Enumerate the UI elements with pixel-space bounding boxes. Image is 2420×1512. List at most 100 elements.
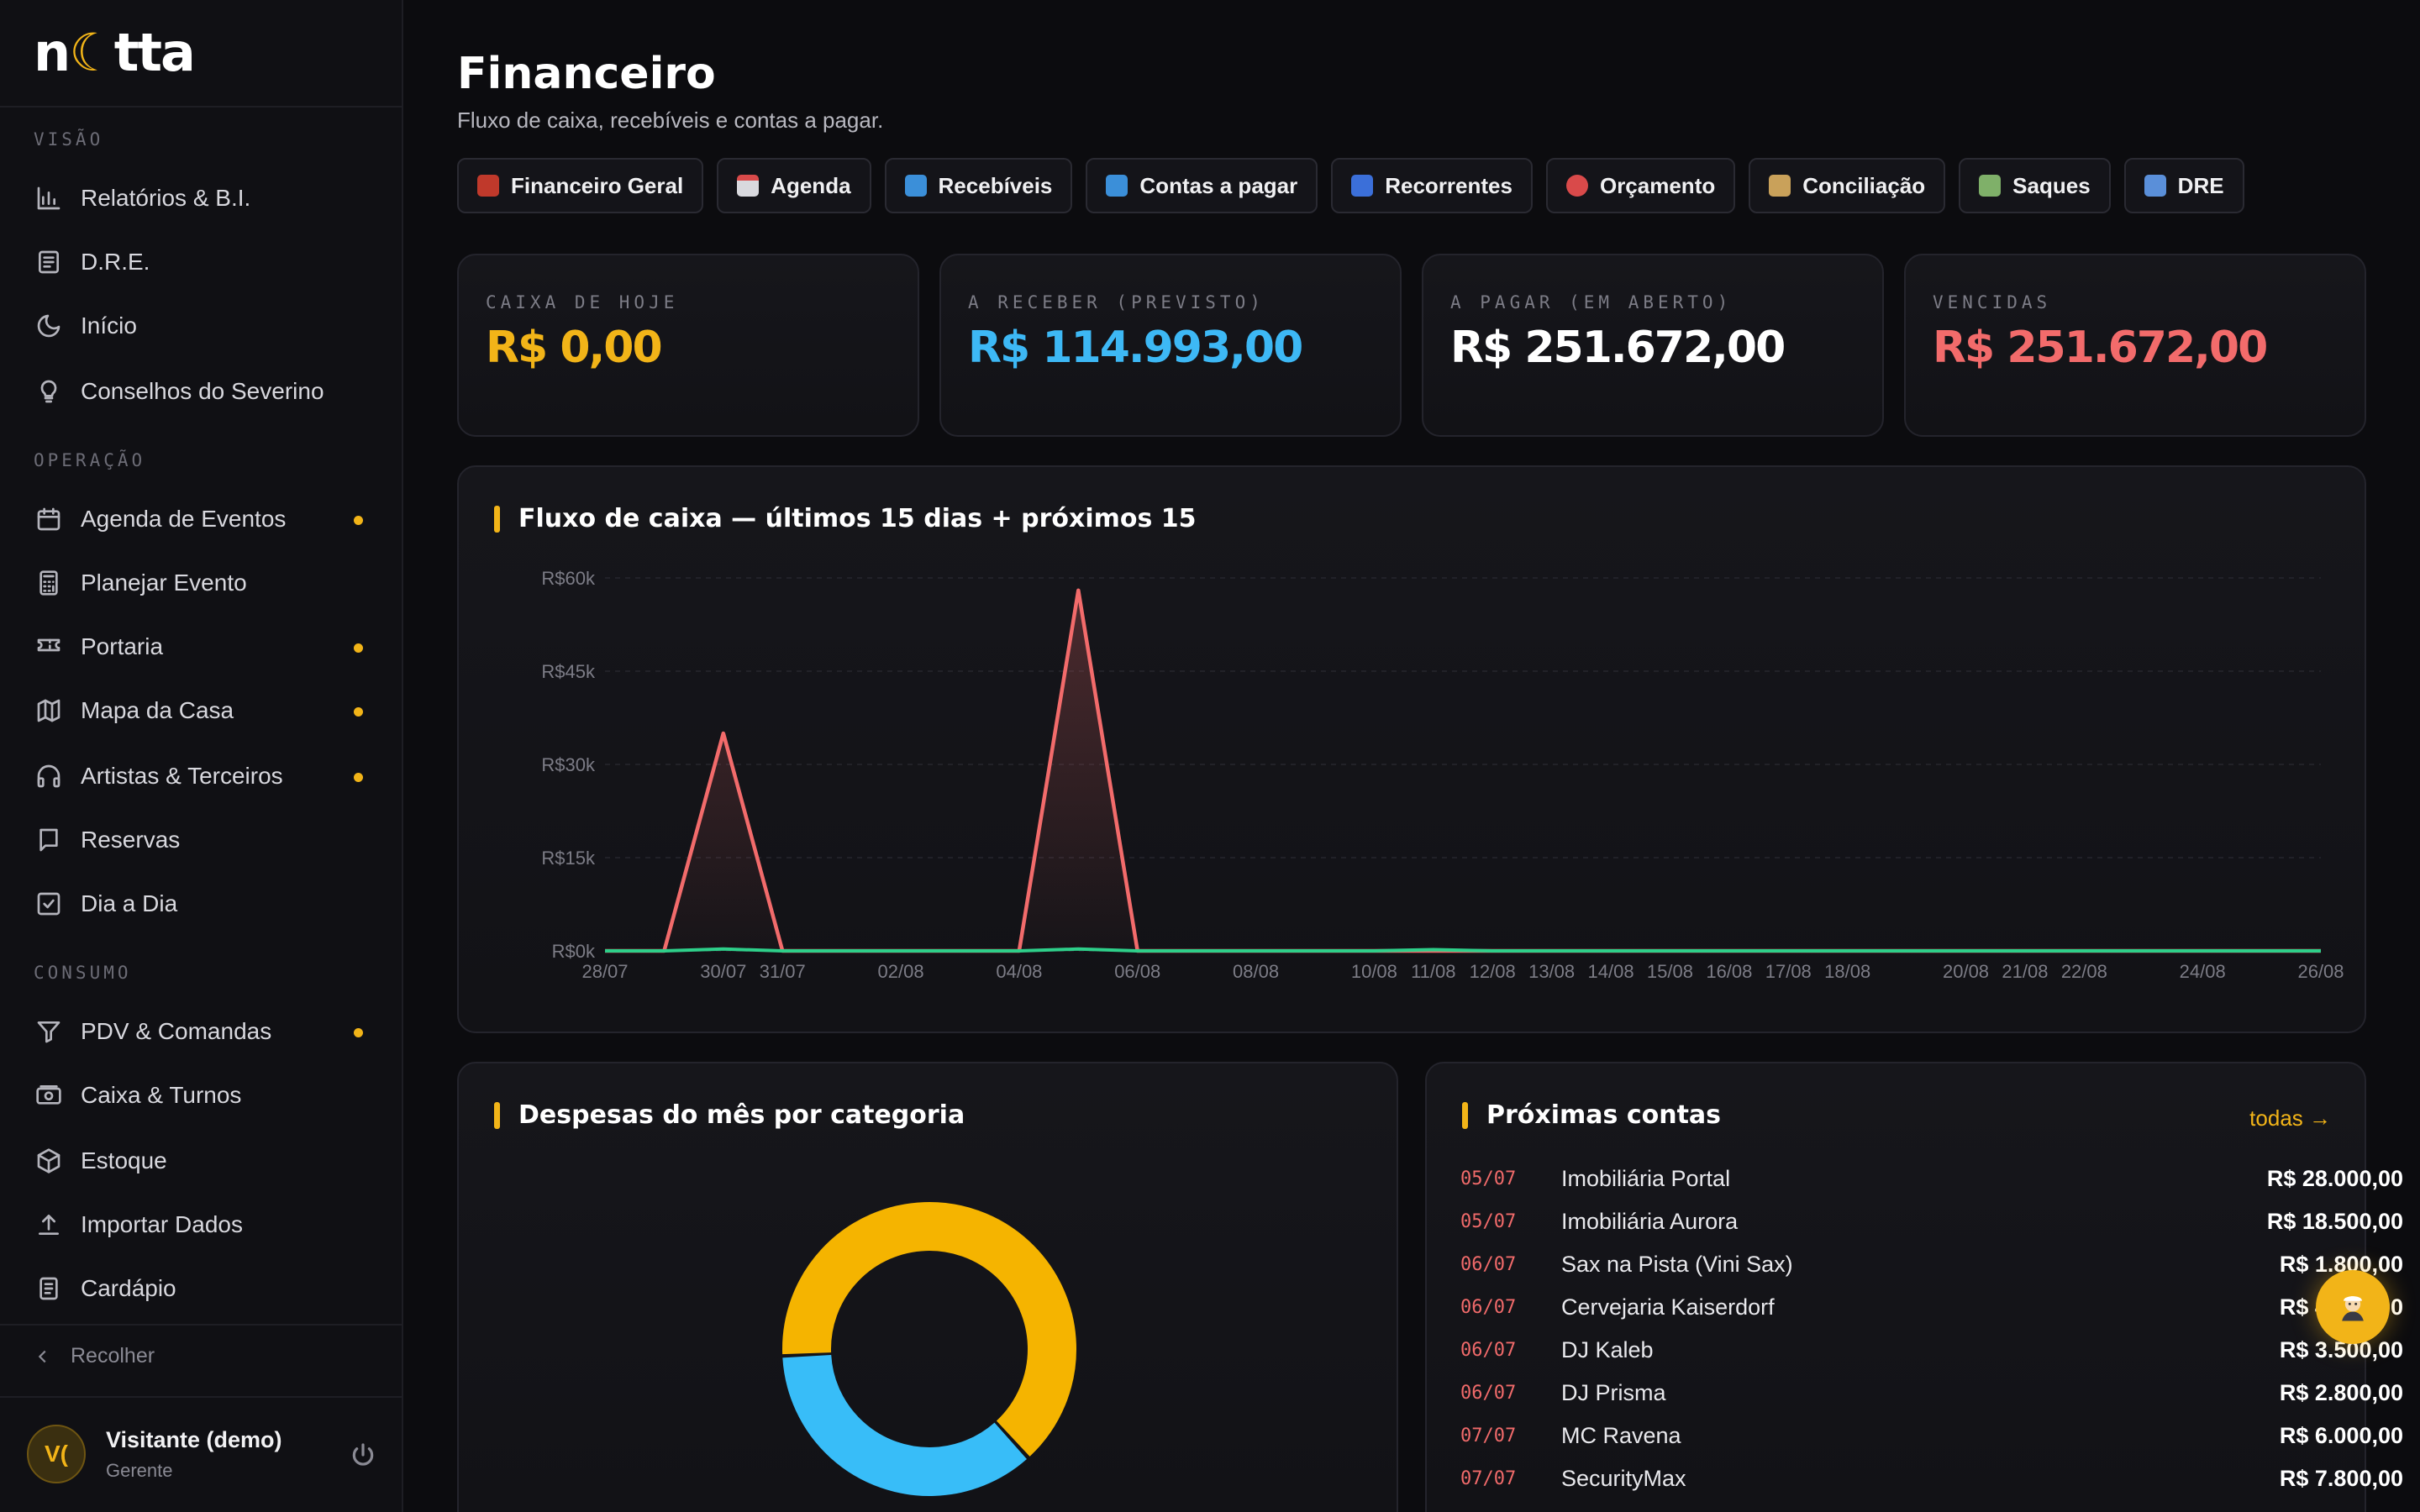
notification-dot (354, 773, 363, 782)
notification-dot (354, 643, 363, 653)
x-tick-label: 30/07 (700, 961, 746, 982)
tab-contas-a-pagar[interactable]: Contas a pagar (1086, 158, 1318, 213)
logout-button[interactable] (350, 1441, 376, 1468)
see-all-bills-link[interactable]: todas → (2249, 1105, 2331, 1131)
tab-orcamento[interactable]: Orçamento (1545, 158, 1736, 213)
sidebar-item-label: Relatórios & B.I. (81, 185, 251, 211)
bill-name: Cervejaria Kaiserdorf (1561, 1294, 1775, 1320)
sidebar-item-label: D.R.E. (81, 249, 150, 275)
sidebar-item-label: Planejar Evento (81, 570, 247, 596)
x-tick-label: 20/08 (1943, 961, 1989, 982)
target-icon (1565, 175, 1588, 197)
x-tick-label: 26/08 (2297, 961, 2344, 982)
x-tick-label: 08/08 (1233, 961, 1279, 982)
series-area (605, 590, 2321, 951)
sidebar-item-agenda-eventos[interactable]: Agenda de Eventos (34, 494, 370, 544)
sidebar: n☾tta VISÃO Relatórios & B.I. D.R.E. Iní… (0, 0, 403, 1512)
x-tick-label: 21/08 (2002, 961, 2048, 982)
sidebar-item-inicio[interactable]: Início (34, 301, 370, 351)
nav-section-operacao: OPERAÇÃO (34, 450, 146, 470)
bill-row[interactable]: 05/07 Imobiliária Aurora R$ 18.500,00 (1460, 1200, 2403, 1243)
kpi-value: R$ 251.672,00 (1450, 323, 1786, 373)
map-icon (34, 696, 64, 726)
bill-name: MC Ravena (1561, 1423, 1681, 1448)
tab-financeiro-geral[interactable]: Financeiro Geral (457, 158, 704, 213)
cash-icon (34, 1080, 64, 1110)
tab-dre[interactable]: DRE (2123, 158, 2244, 213)
sidebar-item-label: Artistas & Terceiros (81, 763, 283, 789)
bill-value: R$ 28.000,00 (2266, 1166, 2403, 1191)
ticket-icon (34, 632, 64, 662)
expenses-donut-chart[interactable] (459, 1063, 1397, 1512)
app-logo[interactable]: n☾tta (34, 22, 196, 83)
cashflow-chart[interactable]: R$0k R$15k R$30k R$45k R$60k 28/07 30/07 31/07 0… (459, 467, 2365, 1032)
y-tick-label: R$45k (541, 661, 596, 682)
bill-row[interactable]: 07/07 SecurityMax R$ 7.800,00 (1460, 1457, 2403, 1500)
x-tick-label: 17/08 (1765, 961, 1812, 982)
finance-tabs: Financeiro Geral Agenda Recebíveis Conta… (457, 158, 2244, 213)
collapse-sidebar-button[interactable]: Recolher (34, 1344, 155, 1368)
tab-recorrentes[interactable]: Recorrentes (1331, 158, 1533, 213)
bill-name: DJ Prisma (1561, 1380, 1666, 1405)
tab-agenda[interactable]: Agenda (717, 158, 871, 213)
sidebar-item-importar[interactable]: Importar Dados (34, 1200, 370, 1250)
bill-row[interactable]: 07/07 MC Ravena R$ 6.000,00 (1460, 1415, 2403, 1457)
nav-section-consumo: CONSUMO (34, 963, 132, 983)
assistant-button[interactable] (2316, 1270, 2390, 1344)
sidebar-item-dia-a-dia[interactable]: Dia a Dia (34, 879, 370, 929)
x-tick-label: 06/08 (1114, 961, 1160, 982)
lightbulb-icon (34, 376, 64, 407)
cashflow-card: Fluxo de caixa — últimos 15 dias + próxi… (457, 465, 2366, 1033)
notification-dot (354, 1028, 363, 1037)
bill-date: 05/07 (1460, 1168, 1517, 1189)
accent-bar (1462, 1101, 1468, 1129)
moon-icon (34, 311, 64, 341)
sidebar-item-caixa[interactable]: Caixa & Turnos (34, 1070, 370, 1121)
x-tick-label: 16/08 (1706, 961, 1752, 982)
bill-name: SecurityMax (1561, 1466, 1686, 1491)
sidebar-item-dre[interactable]: D.R.E. (34, 237, 370, 287)
kpi-a-pagar: A PAGAR (EM ABERTO) R$ 251.672,00 (1422, 254, 1884, 437)
repeat-icon (1351, 175, 1374, 197)
notification-dot (354, 707, 363, 717)
sidebar-item-estoque[interactable]: Estoque (34, 1136, 370, 1186)
sidebar-item-planejar[interactable]: Planejar Evento (34, 558, 370, 608)
accent-bar (494, 1101, 500, 1129)
sidebar-item-pdv[interactable]: PDV & Comandas (34, 1006, 370, 1057)
y-tick-label: R$0k (552, 941, 596, 962)
bill-row[interactable]: 06/07 Sax na Pista (Vini Sax) R$ 1.800,00 (1460, 1243, 2403, 1286)
x-tick-label: 12/08 (1470, 961, 1516, 982)
sidebar-item-portaria[interactable]: Portaria (34, 622, 370, 672)
avatar: V( (27, 1425, 86, 1483)
sidebar-item-label: Portaria (81, 633, 164, 659)
sidebar-item-relatorios[interactable]: Relatórios & B.I. (34, 173, 370, 223)
filter-icon (34, 1016, 64, 1047)
sidebar-item-reservas[interactable]: Reservas (34, 815, 370, 865)
bill-row[interactable]: 05/07 Imobiliária Portal R$ 28.000,00 (1460, 1158, 2403, 1200)
sidebar-item-label: Estoque (81, 1147, 167, 1173)
sidebar-item-conselhos[interactable]: Conselhos do Severino (34, 366, 370, 417)
page-title: Financeiro (457, 49, 716, 99)
tab-saques[interactable]: Saques (1959, 158, 2111, 213)
x-tick-label: 10/08 (1351, 961, 1397, 982)
pie-slice (782, 1202, 1076, 1496)
sidebar-item-label: Agenda de Eventos (81, 506, 287, 532)
bill-row[interactable]: 06/07 DJ Prisma R$ 2.800,00 (1460, 1372, 2403, 1415)
bill-row[interactable]: 06/07 DJ Kaleb R$ 3.500,00 (1460, 1329, 2403, 1372)
sidebar-item-artistas[interactable]: Artistas & Terceiros (34, 751, 370, 801)
tab-recebiveis[interactable]: Recebíveis (884, 158, 1073, 213)
tab-conciliacao[interactable]: Conciliação (1749, 158, 1946, 213)
sidebar-item-cardapio[interactable]: Cardápio (34, 1263, 370, 1314)
x-tick-label: 18/08 (1824, 961, 1870, 982)
bills-card: Próximas contas todas → 05/07 Imobiliária… (1425, 1062, 2403, 1512)
sidebar-item-label: Início (81, 312, 137, 339)
x-tick-label: 31/07 (760, 961, 806, 982)
bill-name: Sax na Pista (Vini Sax) (1561, 1252, 1793, 1277)
divider (0, 1396, 402, 1398)
expenses-title: Despesas do mês por categoria (494, 1100, 965, 1130)
user-profile[interactable]: V( Visitante (demo) Gerente (27, 1425, 282, 1483)
check-square-icon (34, 889, 64, 919)
sidebar-item-mapa[interactable]: Mapa da Casa (34, 685, 370, 736)
headphones-icon (34, 761, 64, 791)
